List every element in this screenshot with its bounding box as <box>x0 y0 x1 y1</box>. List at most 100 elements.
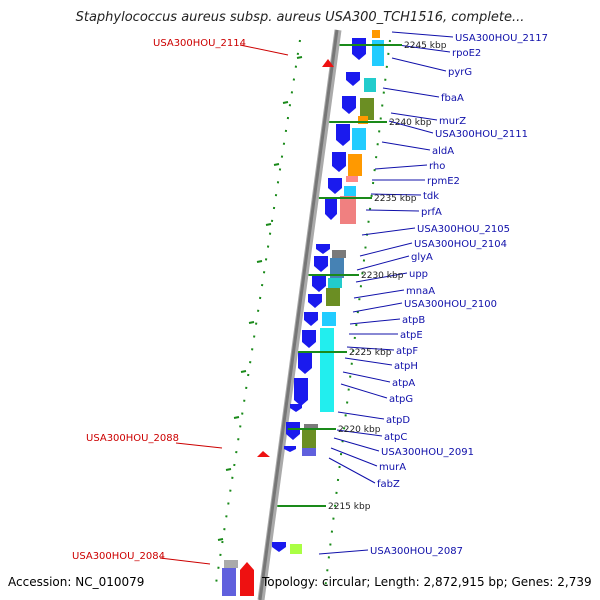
gene-block <box>304 424 318 430</box>
gene-label: fabZ <box>377 479 400 490</box>
leader-line <box>390 112 438 121</box>
strand-marker-top <box>322 59 334 67</box>
gene-label: atpD <box>386 415 410 426</box>
leader-line <box>340 383 388 399</box>
leader-line <box>355 272 408 283</box>
leader-line <box>381 141 431 151</box>
gene-label: rho <box>429 161 445 172</box>
leader-line-red <box>159 557 211 565</box>
ruler-label: 2245 kbp <box>404 41 447 51</box>
strand-marker-mid <box>257 451 270 457</box>
leader-line <box>361 227 416 236</box>
guide-right-outer <box>324 39 391 591</box>
leader-line <box>342 371 391 383</box>
leader-line <box>382 87 440 98</box>
gene-arrow <box>304 312 318 326</box>
gene-label: murZ <box>439 116 466 127</box>
minor-tick <box>248 321 255 324</box>
leader-line <box>328 457 376 484</box>
gene-block <box>328 278 342 288</box>
gene-label: USA300HOU_2100 <box>404 299 497 310</box>
gene-block <box>340 196 356 224</box>
backbone-line <box>258 29 339 600</box>
minor-tick <box>217 538 224 541</box>
gene-label: murA <box>379 462 406 473</box>
minor-tick <box>296 56 303 59</box>
gene-arrow <box>286 422 300 440</box>
gene-arrow <box>298 352 312 374</box>
leader-line <box>318 549 369 555</box>
gene-block <box>352 128 366 150</box>
gene-label: tdk <box>423 191 439 202</box>
gene-block <box>222 568 236 596</box>
gene-arrow <box>308 294 322 308</box>
gene-label: atpB <box>402 315 425 326</box>
gene-block <box>358 116 368 124</box>
map-title: Staphylococcus aureus subsp. aureus USA3… <box>75 10 525 25</box>
gene-label: atpE <box>400 330 423 341</box>
topology-text: Topology: circular; Length: 2,872,915 bp… <box>262 575 592 589</box>
gene-block <box>290 544 302 554</box>
gene-label-red: USA300HOU_2114 <box>153 38 246 49</box>
ruler-label: 2215 kbp <box>328 502 371 512</box>
minor-tick <box>240 370 247 373</box>
gene-block <box>330 258 344 278</box>
gene-block <box>346 176 358 182</box>
gene-arrow <box>328 178 342 194</box>
gene-label: pyrG <box>448 67 472 78</box>
gene-label: atpF <box>396 346 418 357</box>
gene-arrow <box>316 244 330 254</box>
gene-block <box>332 250 346 258</box>
gene-block <box>326 288 340 306</box>
minor-tick <box>225 468 232 471</box>
leader-line <box>353 289 405 299</box>
gene-label: mnaA <box>406 286 435 297</box>
leader-line <box>391 31 454 38</box>
leader-line <box>352 302 403 313</box>
gene-label: atpA <box>392 378 415 389</box>
gene-label: aldA <box>432 146 454 157</box>
gene-label: prfA <box>421 207 442 218</box>
gene-arrow <box>290 404 302 412</box>
gene-label: atpG <box>389 394 413 405</box>
gene-label: upp <box>409 269 428 280</box>
leader-line <box>337 411 385 420</box>
gene-arrow <box>294 378 308 406</box>
gene-arrow <box>332 152 346 172</box>
guide-left-outer <box>214 39 301 591</box>
gene-label: USA300HOU_2087 <box>370 546 463 557</box>
gene-block <box>360 98 374 120</box>
gene-arrow <box>352 38 366 60</box>
gene-block <box>372 40 384 66</box>
gene-block <box>364 78 376 92</box>
leader-line <box>330 447 378 467</box>
gene-arrow <box>346 72 360 86</box>
minor-tick <box>265 223 272 226</box>
ruler-label: 2240 kbp <box>389 118 432 128</box>
gene-label-red: USA300HOU_2084 <box>72 551 165 562</box>
gene-arrow <box>342 96 356 114</box>
leader-line <box>388 120 434 134</box>
gene-block <box>320 328 334 412</box>
gene-block <box>372 30 380 38</box>
leader-line <box>359 242 413 257</box>
gene-label: fbaA <box>441 93 464 104</box>
minor-tick <box>256 260 263 263</box>
leader-line <box>346 346 395 351</box>
gene-label: rpoE2 <box>452 48 481 59</box>
leader-line <box>333 437 380 452</box>
gene-arrow <box>312 276 326 292</box>
gene-block <box>302 430 316 448</box>
minor-tick <box>233 416 240 419</box>
gene-label: USA300HOU_2117 <box>455 33 548 44</box>
gene-label: atpH <box>394 361 418 372</box>
ruler-label: 2230 kbp <box>361 271 404 281</box>
minor-tick <box>273 163 280 166</box>
gene-arrow <box>314 256 328 272</box>
gene-label: USA300HOU_2091 <box>381 447 474 458</box>
gene-label: USA300HOU_2104 <box>414 239 507 250</box>
gene-arrow <box>302 330 316 348</box>
accession-text: Accession: NC_010079 <box>8 575 145 589</box>
ruler-label: 2235 kbp <box>374 194 417 204</box>
leader-line <box>365 209 420 212</box>
